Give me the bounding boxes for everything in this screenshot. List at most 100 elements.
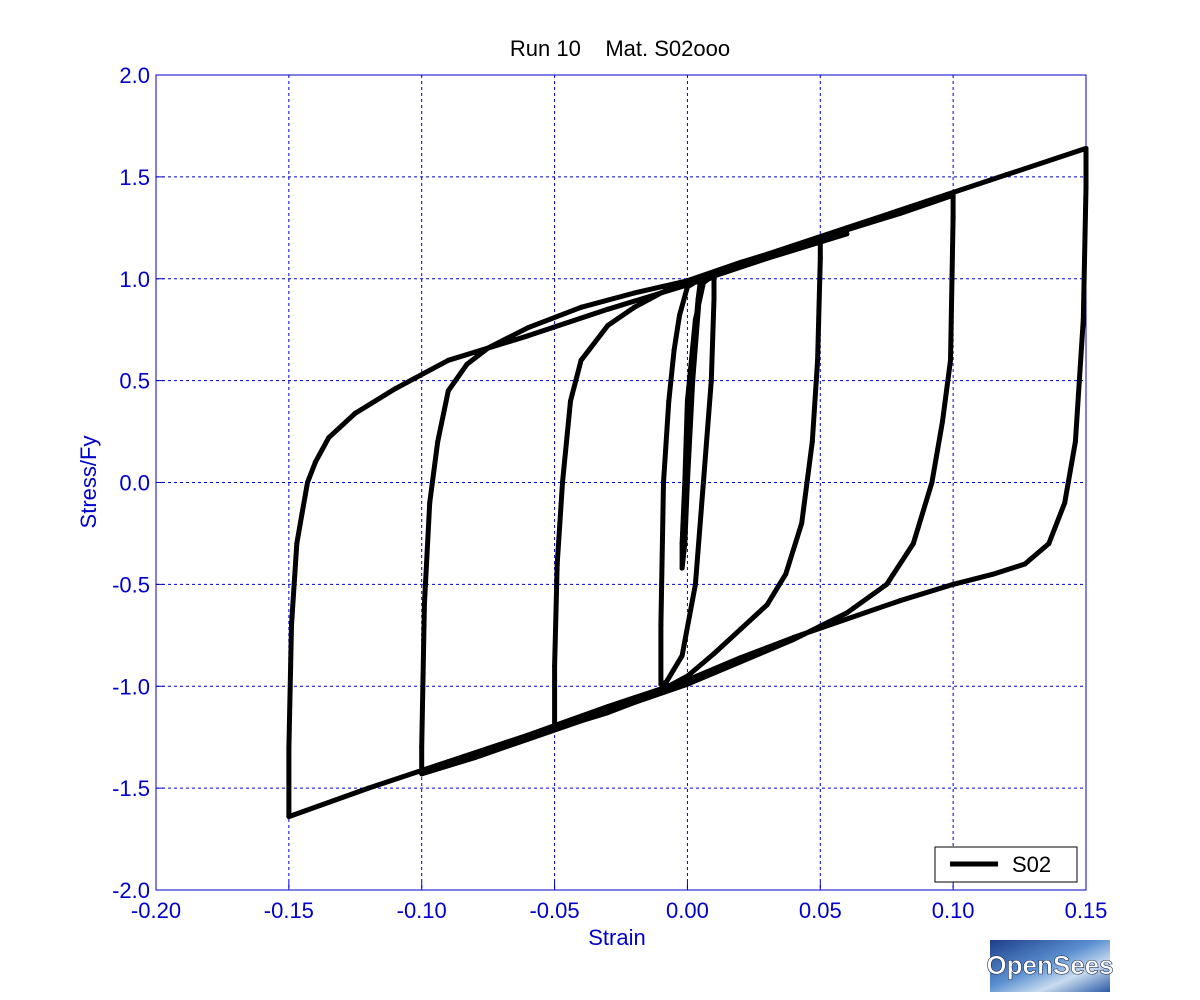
data-point xyxy=(1080,317,1086,322)
data-point xyxy=(552,663,558,669)
data-point xyxy=(692,581,698,587)
data-point xyxy=(764,251,770,257)
data-point xyxy=(305,480,310,485)
data-point xyxy=(711,651,717,657)
data-point xyxy=(658,687,664,693)
data-point xyxy=(445,357,451,363)
data-point xyxy=(924,198,930,204)
y-tick-label: 1.5 xyxy=(119,165,150,190)
data-point xyxy=(684,681,690,687)
data-point xyxy=(485,345,491,351)
data-point xyxy=(299,510,305,516)
data-point xyxy=(695,296,701,302)
legend-label: S02 xyxy=(1012,852,1051,877)
x-tick-label: 0.10 xyxy=(932,898,975,923)
data-point xyxy=(578,357,584,363)
y-tick-label: -1.5 xyxy=(112,776,150,801)
x-tick-label: 0.00 xyxy=(666,898,709,923)
data-point xyxy=(990,571,996,577)
data-point xyxy=(791,243,797,249)
legend: S02 xyxy=(934,846,1078,883)
y-tick-label: 0.5 xyxy=(119,369,150,394)
data-point xyxy=(578,304,584,310)
data-point xyxy=(326,435,332,441)
data-point xyxy=(525,325,531,331)
data-point xyxy=(690,378,696,384)
data-point xyxy=(631,700,637,705)
data-point xyxy=(684,282,690,288)
data-point xyxy=(419,744,425,750)
data-point xyxy=(1062,500,1068,506)
data-point xyxy=(679,653,685,659)
data-point xyxy=(884,581,890,587)
data-point xyxy=(525,333,531,339)
data-point xyxy=(679,541,685,547)
data-point xyxy=(950,192,956,198)
data-point xyxy=(799,520,805,526)
data-point xyxy=(692,317,698,322)
y-tick-label: 1.0 xyxy=(119,267,150,292)
data-point xyxy=(844,610,850,616)
data-point xyxy=(950,215,956,221)
chart-title: Run 10 Mat. S02ooo xyxy=(510,36,730,61)
data-point xyxy=(312,459,318,465)
data-point xyxy=(392,386,398,392)
data-point xyxy=(844,231,850,237)
data-point xyxy=(1022,561,1028,567)
ticks: -0.20 -0.15 -0.10 -0.05 0.00 0.05 0.10 0.15 -2.0… xyxy=(112,63,1107,923)
data-point xyxy=(663,679,669,685)
data-point xyxy=(783,571,789,577)
data-point xyxy=(844,225,850,231)
data-point xyxy=(605,710,611,716)
data-point xyxy=(419,771,425,777)
y-tick-label: -2.0 xyxy=(112,878,150,903)
y-tick-label: -1.0 xyxy=(112,674,150,699)
data-point xyxy=(738,659,744,665)
data-point xyxy=(1003,172,1009,178)
data-point xyxy=(658,681,664,687)
data-point xyxy=(677,312,682,318)
data-point xyxy=(658,622,664,628)
data-point xyxy=(552,726,558,732)
data-point xyxy=(700,480,706,485)
data-point xyxy=(1046,541,1052,547)
data-point xyxy=(738,655,744,661)
data-point xyxy=(435,439,441,445)
data-point xyxy=(605,704,611,710)
data-point xyxy=(445,388,451,394)
data-point xyxy=(661,480,666,485)
data-point xyxy=(706,276,712,282)
data-point xyxy=(910,541,916,547)
y-tick-label: -0.5 xyxy=(112,572,150,597)
y-tick-label: 0.0 xyxy=(119,471,150,496)
data-point xyxy=(671,347,677,353)
x-tick-label: 0.15 xyxy=(1065,898,1108,923)
data-point xyxy=(897,598,903,604)
data-point xyxy=(1072,439,1078,445)
data-point xyxy=(1083,184,1089,190)
data-point xyxy=(791,634,797,640)
data-point xyxy=(352,410,358,416)
data-point xyxy=(631,304,637,310)
y-tick-label: 2.0 xyxy=(119,63,150,88)
data-point xyxy=(427,500,433,506)
data-point xyxy=(525,732,531,738)
data-point xyxy=(658,290,664,296)
data-point xyxy=(605,306,611,312)
data-point xyxy=(684,673,690,679)
data-point xyxy=(666,398,672,404)
data-point xyxy=(560,480,565,485)
data-point xyxy=(844,616,850,622)
data-point xyxy=(950,581,956,587)
data-point xyxy=(684,398,690,404)
logo-text: OpenSees xyxy=(986,950,1113,980)
data-point xyxy=(809,439,815,445)
data-point xyxy=(711,274,717,280)
opensees-logo: OpenSees xyxy=(986,940,1114,992)
data-point xyxy=(286,744,292,750)
data-point xyxy=(738,264,744,269)
data-point xyxy=(817,255,823,261)
x-tick-label: -0.15 xyxy=(264,898,314,923)
